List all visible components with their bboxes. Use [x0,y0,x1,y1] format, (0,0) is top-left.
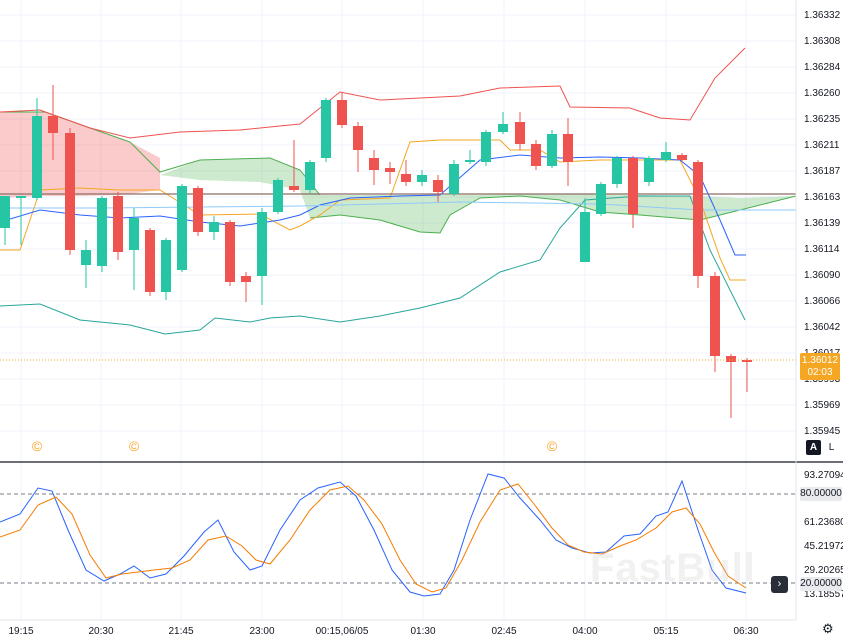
candle-body-12 [193,188,203,232]
price-tick-7: 1.36163 [804,192,841,203]
osc-tick-6: 13.18557 [804,589,843,600]
osc-tick-2: 61.23680 [804,517,843,528]
price-tick-11: 1.36066 [804,296,841,307]
price-tick-6: 1.36187 [804,166,841,177]
candle-body-28 [449,164,459,194]
time-tick-0: 19:15 [8,626,33,637]
stoch-k-line [0,473,747,597]
candle-body-16 [257,212,267,276]
candle-body-15 [241,276,251,282]
time-tick-7: 04:00 [572,626,597,637]
time-tick-9: 06:30 [733,626,758,637]
time-tick-5: 01:30 [410,626,435,637]
bollinger-lower-line [0,195,746,335]
price-tick-9: 1.36114 [804,244,840,255]
last-price-value: 1.36012 [801,355,839,366]
price-tick-2: 1.36284 [804,62,841,73]
candle-body-27 [433,180,443,192]
price-tick-15: 1.35969 [804,400,841,411]
candle-body-13 [209,222,219,232]
price-tick-1: 1.36308 [804,36,841,47]
log-scale-button[interactable]: L [824,440,839,455]
watermark-logo: FastBull [590,546,756,590]
candle-body-41 [661,152,671,160]
candle-body-23 [369,158,379,170]
candle-body-39 [628,158,638,214]
candle-body-40 [644,158,654,182]
candle-body-21 [337,100,347,125]
cloud-bullish [160,158,796,233]
price-tick-3: 1.36260 [804,88,841,99]
candle-body-14 [225,222,235,282]
candle-body-31 [498,124,508,132]
candle-body-43 [693,162,703,276]
time-tick-6: 02:45 [491,626,516,637]
time-tick-1: 20:30 [88,626,113,637]
candle-body-11 [177,186,187,270]
candle-body-29 [465,160,475,162]
candle-body-38 [612,158,622,184]
candle-body-44 [710,276,720,356]
candle-body-6 [97,198,107,266]
candle-body-24 [385,168,395,172]
candle-body-46 [742,360,752,362]
candle-body-30 [481,132,491,162]
tenkan-line [0,154,746,256]
time-tick-4: 00:15,06/05 [316,626,369,637]
candle-body-35 [563,134,573,162]
candle-body-19 [305,162,315,190]
last-price-tag: 1.36012 02:03 [800,353,840,380]
candle-body-22 [353,126,363,150]
candle-body-37 [596,184,606,214]
time-tick-3: 23:00 [249,626,274,637]
candle-body-10 [161,240,171,292]
candle-body-20 [321,100,331,158]
candle-body-9 [145,230,155,292]
candle-body-34 [547,134,557,166]
osc-tick-4: 29.20265 [804,565,843,576]
candle-body-0 [0,196,10,228]
scroll-right-button[interactable]: › [771,576,788,593]
auto-scale-button[interactable]: A [806,440,821,455]
settings-gear-icon[interactable]: ⚙ [822,621,834,636]
price-tick-12: 1.36042 [804,322,841,333]
candle-body-1 [16,196,26,198]
bollinger-upper-line [0,47,746,139]
candle-body-3 [48,116,58,133]
event-icon-1: © [129,438,140,454]
candle-body-2 [32,116,42,198]
stoch-d-line [0,483,747,593]
candle-body-45 [726,356,736,362]
countdown-value: 02:03 [807,367,833,378]
event-icon-0: © [32,438,43,454]
price-tick-5: 1.36211 [804,140,840,151]
price-tick-16: 1.35945 [804,426,841,437]
time-tick-8: 05:15 [653,626,678,637]
candle-body-26 [417,175,427,182]
price-tick-8: 1.36139 [804,218,841,229]
price-tick-0: 1.36332 [804,10,841,21]
osc-lower-tag: 20.00000 [800,577,842,591]
osc-upper-tag: 80.00000 [800,487,842,501]
candle-body-42 [677,155,687,160]
time-tick-2: 21:45 [168,626,193,637]
osc-tick-3: 45.21972 [804,541,843,552]
candle-body-36 [580,212,590,262]
senkou-b-line [309,195,797,234]
candle-body-5 [81,250,91,265]
candle-body-18 [289,186,299,190]
candle-body-7 [113,196,123,252]
candle-body-32 [515,122,525,144]
candle-body-17 [273,180,283,212]
event-icon-2: © [547,438,558,454]
candle-body-33 [531,144,541,166]
candle-body-8 [129,218,139,250]
osc-tick-0: 93.27094 [804,470,843,481]
candle-body-4 [65,133,75,250]
candle-body-25 [401,174,411,182]
price-tick-4: 1.36235 [804,114,841,125]
price-tick-10: 1.36090 [804,270,841,281]
